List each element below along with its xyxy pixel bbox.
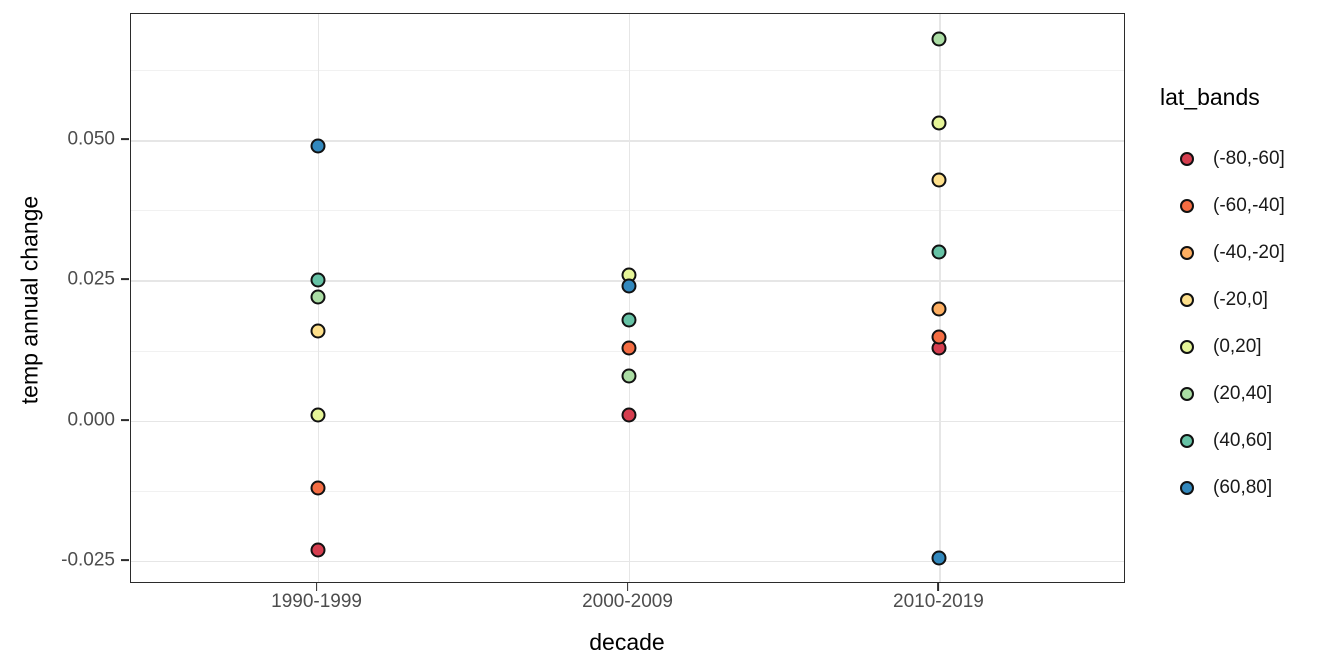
minor-gridline — [131, 490, 1124, 492]
legend-key-icon — [1180, 245, 1194, 260]
data-point — [931, 550, 947, 566]
legend-item: (-60,-40] — [1152, 182, 1342, 229]
data-point — [621, 368, 636, 384]
legend-key-icon — [1180, 339, 1194, 354]
legend-item: (-80,-60] — [1152, 135, 1342, 182]
data-point — [931, 329, 947, 345]
minor-gridline — [131, 70, 1124, 72]
legend-items: (-80,-60] (-60,-40] (-40,-20] (-20,0] (0,20]… — [1152, 135, 1342, 511]
legend-title: lat_bands — [1160, 84, 1260, 110]
y-tick-label: -0.025 — [61, 549, 115, 571]
data-point — [310, 138, 326, 154]
data-point — [310, 289, 326, 305]
y-tick-mark — [121, 278, 129, 281]
legend: lat_bands (-80,-60] (-60,-40] (-40,-20] (-2… — [1152, 84, 1342, 511]
major-gridline — [131, 560, 1124, 563]
category-gridline — [628, 14, 630, 582]
data-point — [310, 480, 326, 496]
legend-key-icon — [1180, 198, 1194, 213]
y-tick-label: 0.000 — [67, 409, 115, 431]
legend-label: (20,40] — [1213, 382, 1273, 404]
minor-gridline — [131, 210, 1124, 212]
y-tick-label: 0.025 — [67, 268, 115, 290]
legend-key-icon — [1180, 433, 1194, 448]
legend-key-icon — [1180, 480, 1194, 495]
data-point — [621, 340, 636, 356]
legend-item: (-40,-20] — [1152, 229, 1342, 276]
legend-item: (20,40] — [1152, 370, 1342, 417]
data-point — [931, 115, 947, 131]
x-tick-mark — [626, 583, 629, 591]
legend-label: (-40,-20] — [1213, 241, 1285, 263]
y-tick-label: 0.050 — [67, 128, 115, 150]
category-gridline — [939, 14, 941, 582]
y-tick-mark — [121, 138, 129, 141]
x-axis-title: decade — [589, 629, 665, 655]
legend-item: (-20,0] — [1152, 276, 1342, 323]
x-tick-mark — [315, 583, 318, 591]
data-point — [310, 542, 326, 558]
legend-label: (-20,0] — [1213, 288, 1268, 310]
data-point — [931, 172, 947, 187]
legend-item: (60,80] — [1152, 464, 1342, 511]
data-point — [621, 278, 636, 294]
legend-key-icon — [1180, 292, 1194, 307]
legend-item: (40,60] — [1152, 417, 1342, 464]
data-point — [310, 272, 326, 288]
legend-label: (40,60] — [1213, 429, 1273, 451]
data-point — [931, 301, 947, 317]
major-gridline — [131, 140, 1124, 142]
legend-label: (-60,-40] — [1213, 194, 1285, 216]
legend-key-icon — [1180, 386, 1194, 401]
y-axis-title: temp annual change — [16, 195, 43, 405]
legend-label: (60,80] — [1213, 476, 1273, 498]
data-point — [931, 31, 947, 47]
x-tick-label: 2010-2019 — [893, 591, 984, 612]
x-tick-label: 2000-2009 — [582, 591, 673, 612]
x-tick-label: 1990-1999 — [271, 591, 362, 612]
x-tick-mark — [937, 583, 940, 591]
data-point — [621, 312, 636, 328]
legend-label: (-80,-60] — [1213, 147, 1285, 169]
plot-panel — [130, 13, 1125, 583]
legend-label: (0,20] — [1213, 335, 1262, 357]
data-point — [931, 244, 947, 260]
data-point — [310, 323, 326, 339]
legend-key-icon — [1180, 151, 1194, 166]
y-tick-mark — [121, 559, 129, 561]
legend-item: (0,20] — [1152, 323, 1342, 370]
data-point — [621, 407, 636, 423]
y-tick-mark — [121, 418, 129, 421]
data-point — [310, 407, 326, 423]
